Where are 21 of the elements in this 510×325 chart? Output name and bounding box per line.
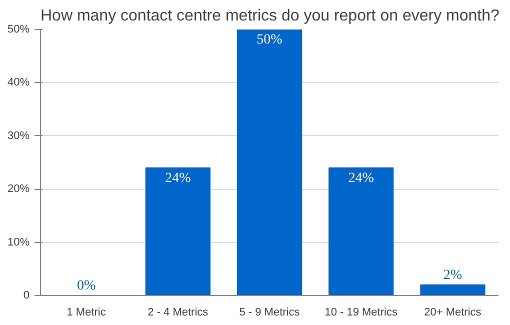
data-label: 2% [443,268,462,283]
y-tick-label: 40% [7,76,30,89]
x-tick-label: 5 - 9 Metrics [239,306,300,318]
bar [328,167,394,296]
x-tick-label: 2 - 4 Metrics [148,306,209,318]
bar [236,30,302,296]
chart-title: How many contact centre metrics do you report on every month? [40,8,500,24]
y-tick-label: 20% [7,183,30,196]
x-tick-label: 20+ Metrics [424,306,482,318]
data-label: 0% [76,278,96,294]
y-tick-label: 50% [7,24,30,36]
data-label: 50% [256,32,283,48]
data-label: 24% [165,170,192,186]
bar [145,167,210,296]
y-tick-label: 0 [23,290,30,302]
y-tick-label: 10% [7,236,30,248]
y-tick-label: 30% [7,130,30,142]
bar [420,284,486,296]
data-label: 24% [348,170,374,186]
x-tick-label: 10 - 19 Metrics [324,306,398,318]
x-tick-label: 1 Metric [66,306,106,318]
